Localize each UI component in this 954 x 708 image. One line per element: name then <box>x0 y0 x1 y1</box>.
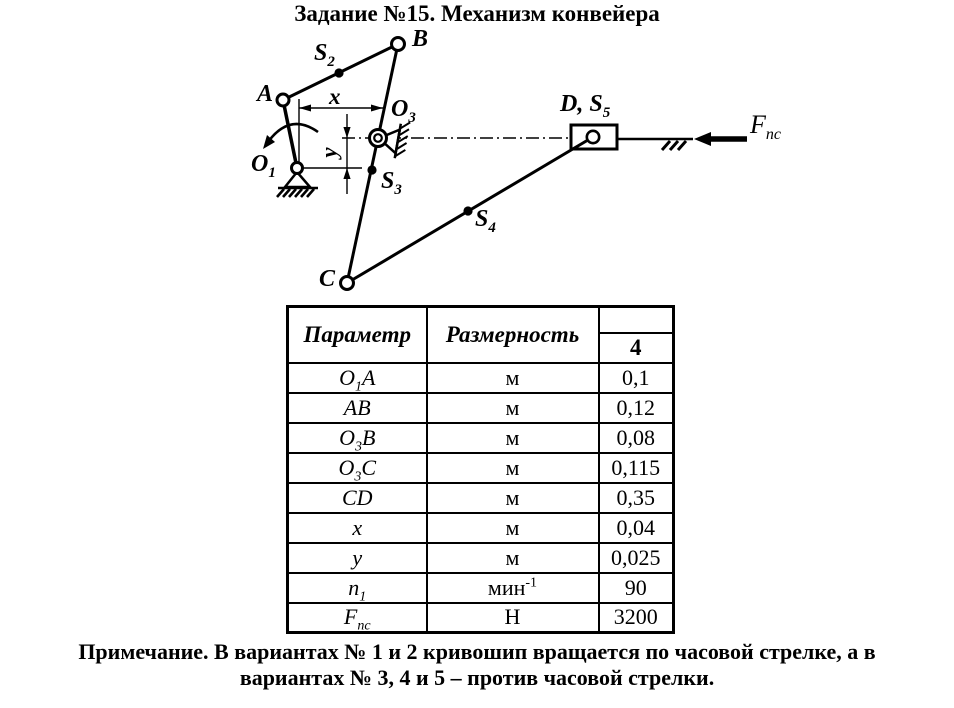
support-o3 <box>376 121 411 159</box>
param-cell: AB <box>286 391 428 424</box>
unit-cell: м <box>425 391 600 424</box>
value-cell: 0,1 <box>597 361 675 394</box>
table-row: O3B м 0,08 <box>286 421 675 454</box>
label-s4: S4 <box>475 206 496 236</box>
value-cell: 90 <box>597 571 675 604</box>
table-row: AB м 0,12 <box>286 391 675 424</box>
link-b-o3-c <box>345 43 400 284</box>
label-b: B <box>412 26 429 52</box>
label-c: C <box>319 266 336 292</box>
joint-c <box>339 275 355 291</box>
header-variant-group <box>597 305 675 334</box>
label-x-dimension: x <box>329 84 341 109</box>
param-cell: y <box>286 541 428 574</box>
joint-b <box>390 36 406 52</box>
unit-cell: м <box>425 451 600 484</box>
value-cell: 0,35 <box>597 481 675 514</box>
table-row: O3C м 0,115 <box>286 451 675 484</box>
label-s3: S3 <box>381 168 402 198</box>
unit-cell: м <box>425 421 600 454</box>
param-cell: n1 <box>286 571 428 604</box>
value-cell: 3200 <box>597 601 675 634</box>
unit-cell: м <box>425 361 600 394</box>
header-parameter: Параметр <box>286 305 428 364</box>
param-cell: O3B <box>286 421 428 454</box>
dimension-x <box>298 99 383 168</box>
footnote-line-2: вариантах № 3, 4 и 5 – против часовой ст… <box>239 665 715 690</box>
rod-hatch <box>660 140 688 151</box>
mass-point-s4 <box>463 206 473 216</box>
crank-o1a <box>281 99 299 169</box>
param-cell: O1A <box>286 361 428 394</box>
table-row: n1 мин-1 90 <box>286 571 675 604</box>
pivot-o1 <box>290 161 304 175</box>
unit-cell: мин-1 <box>425 571 600 604</box>
pivot-o3-inner <box>373 133 383 143</box>
label-o3: O3 <box>391 96 416 126</box>
label-a: A <box>257 81 274 107</box>
value-cell: 0,08 <box>597 421 675 454</box>
param-cell: O3C <box>286 451 428 484</box>
param-cell: Fпс <box>286 601 428 634</box>
label-o1: O1 <box>251 151 276 181</box>
label-d-s5: D, S5 <box>560 91 611 121</box>
page-title: Задание №15. Механизм конвейера <box>294 1 660 26</box>
param-cell: x <box>286 511 428 544</box>
parameters-table: Параметр Размерность 4 O1A м 0,1 AB м 0,… <box>286 305 675 634</box>
footnote: Примечание. В вариантах № 1 и 2 кривошип… <box>0 639 954 691</box>
value-cell: 0,12 <box>597 391 675 424</box>
header-variant-number: 4 <box>597 331 675 364</box>
footnote-line-1: Примечание. В вариантах № 1 и 2 кривошип… <box>78 639 876 664</box>
mass-point-s2 <box>334 68 344 78</box>
joint-d <box>585 129 601 145</box>
table-row: O1A м 0,1 <box>286 361 675 394</box>
param-cell: CD <box>286 481 428 514</box>
dimension-y <box>297 114 362 194</box>
unit-cell: м <box>425 511 600 544</box>
label-s2: S2 <box>314 40 335 70</box>
table-row: y м 0,025 <box>286 541 675 574</box>
value-cell: 0,115 <box>597 451 675 484</box>
table-row: CD м 0,35 <box>286 481 675 514</box>
support-o1 <box>276 170 318 198</box>
unit-cell: Н <box>425 601 600 634</box>
value-cell: 0,04 <box>597 511 675 544</box>
table-row: Fпс Н 3200 <box>286 601 675 634</box>
force-arrow <box>694 132 747 146</box>
rotation-arrow <box>263 122 319 149</box>
unit-cell: м <box>425 481 600 514</box>
table-row: x м 0,04 <box>286 511 675 544</box>
unit-cell: м <box>425 541 600 574</box>
mass-point-s3 <box>367 165 377 175</box>
label-y-dimension: y <box>316 147 342 158</box>
label-force-fpc: Fпс <box>750 110 781 144</box>
joint-a <box>275 92 291 108</box>
value-cell: 0,025 <box>597 541 675 574</box>
header-unit: Размерность <box>425 305 600 364</box>
